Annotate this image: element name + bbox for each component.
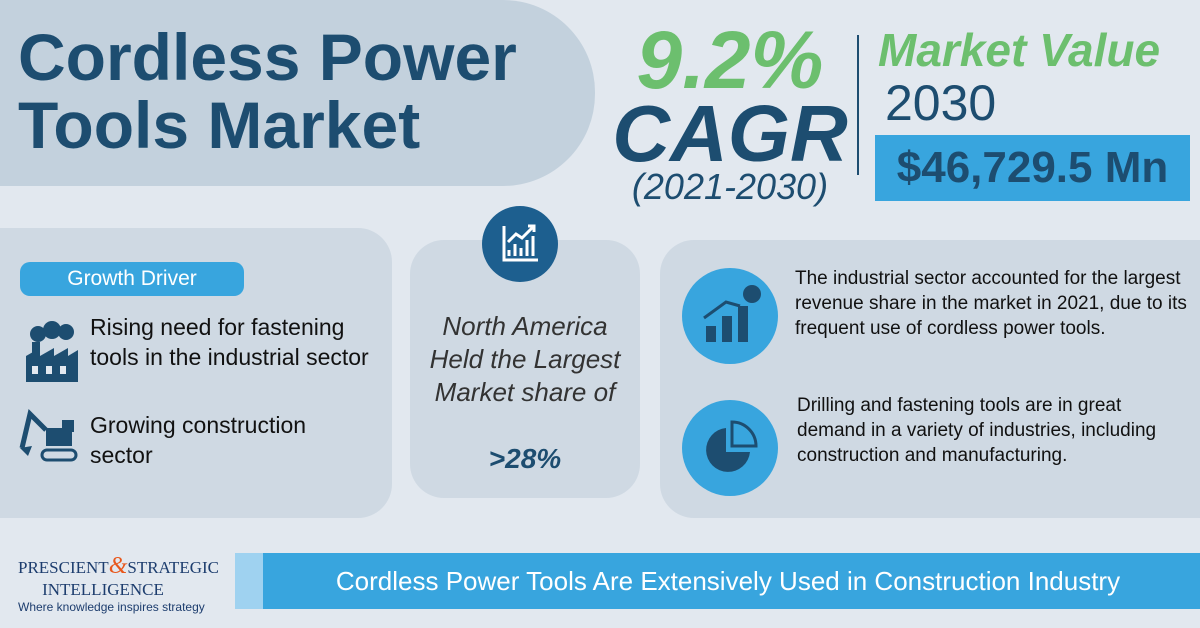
logo-text: INTELLIGENCE <box>42 580 164 599</box>
growth-item: Rising need for fastening tools in the i… <box>90 314 369 370</box>
chart-icon <box>482 206 558 282</box>
market-value-label: Market Value <box>878 24 1161 76</box>
region-highlight: >28% <box>488 443 562 474</box>
insight-text: Drilling and fastening tools are in grea… <box>797 395 1157 466</box>
growth-icon <box>682 268 778 364</box>
growth-heading: Growth Driver <box>20 262 244 296</box>
factory-icon <box>26 321 78 382</box>
logo: PRESCIENT&STRATEGIC INTELLIGENCE Where k… <box>18 553 228 614</box>
excavator-icon <box>19 409 78 462</box>
logo-text: PRESCIENT <box>18 558 109 577</box>
logo-tagline: Where knowledge inspires strategy <box>18 600 205 614</box>
banner <box>235 553 1200 609</box>
insight-text: The industrial sector accounted for the … <box>795 268 1187 339</box>
logo-text: STRATEGIC <box>127 558 219 577</box>
market-value-amount: $46,729.5 Mn <box>896 143 1169 192</box>
title-line: Cordless Power <box>18 20 517 94</box>
market-value-box <box>875 135 1190 201</box>
region-panel <box>410 240 640 498</box>
cagr-label: CAGR <box>612 89 848 178</box>
cagr-period: (2021-2030) <box>631 166 829 207</box>
market-value-year: 2030 <box>885 75 997 131</box>
region-text: North America Held the Largest Market sh… <box>429 311 621 407</box>
cagr-value: 9.2% <box>636 15 824 106</box>
growth-item: Growing construction sector <box>90 412 307 468</box>
pie-icon <box>682 400 778 496</box>
banner-text: Cordless Power Tools Are Extensively Use… <box>335 566 1121 596</box>
logo-amp: & <box>108 553 128 579</box>
title-box <box>0 0 595 186</box>
title-line: Tools Market <box>18 88 421 162</box>
divider <box>857 35 859 175</box>
